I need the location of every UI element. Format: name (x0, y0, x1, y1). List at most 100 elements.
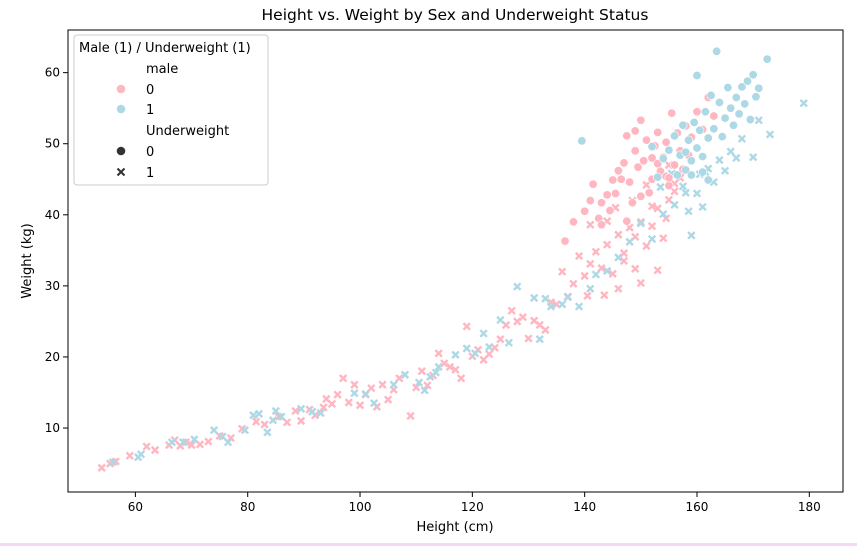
data-point-x (209, 426, 219, 435)
data-point-circle (636, 191, 646, 201)
data-point-circle (636, 115, 646, 125)
legend-marker-circle (116, 146, 126, 156)
data-point-x (414, 378, 424, 387)
data-point-x (687, 231, 696, 240)
data-point-x (614, 230, 623, 239)
data-point-circle (633, 162, 643, 172)
y-tick-label: 60 (45, 66, 60, 80)
data-point-x (647, 234, 657, 244)
data-point-x (647, 222, 657, 231)
data-point-circle (720, 113, 730, 123)
data-point-x (726, 147, 735, 156)
data-point-x (608, 269, 617, 278)
data-point-circle (630, 146, 640, 156)
legend-marker-female (116, 84, 126, 94)
data-point-x (670, 187, 679, 196)
data-point-circle (748, 70, 758, 80)
data-point-x (277, 412, 286, 421)
data-point-circle (577, 136, 587, 146)
data-point-x (471, 349, 480, 358)
y-tick-label: 30 (45, 279, 60, 293)
data-point-circle (684, 135, 694, 145)
data-point-circle (670, 160, 680, 170)
data-point-x (456, 374, 466, 383)
data-point-x (496, 335, 505, 344)
data-point-x (350, 380, 359, 389)
data-point-x (692, 189, 702, 198)
data-point-x (732, 153, 741, 163)
data-point-x (541, 325, 550, 335)
data-point-x (636, 219, 645, 228)
data-point-circle (689, 117, 699, 127)
data-point-circle (664, 145, 674, 155)
data-point-x (558, 300, 567, 309)
data-point-x (546, 302, 556, 311)
data-point-circle (678, 120, 688, 130)
data-point-circle (667, 108, 677, 118)
data-point-circle (726, 103, 736, 113)
data-point-x (150, 445, 160, 455)
legend-title: Male (1) / Underweight (1) (79, 41, 251, 56)
data-point-x (350, 389, 359, 398)
data-point-x (754, 116, 763, 125)
data-point-circle (703, 133, 713, 143)
data-point-x (291, 406, 300, 416)
data-point-x (395, 374, 404, 383)
data-point-x (642, 180, 651, 190)
data-point-x (406, 411, 415, 421)
data-point-circle (709, 111, 719, 121)
data-point-x (586, 259, 595, 268)
data-point-x (653, 204, 662, 213)
data-point-x (563, 293, 572, 302)
data-point-x (251, 417, 261, 426)
data-point-x (535, 335, 544, 344)
data-point-x (591, 247, 601, 256)
chart-title: Height vs. Weight by Sex and Underweight… (262, 6, 649, 24)
data-point-circle (622, 216, 632, 226)
data-point-circle (695, 125, 705, 135)
data-point-x (378, 380, 387, 389)
data-point-x (187, 440, 196, 450)
data-point-x (479, 329, 488, 338)
data-point-circle (717, 132, 727, 142)
data-point-x (344, 398, 353, 407)
x-axis-ticks: 60 80 100 120 140 160 180 (128, 492, 821, 514)
data-point-circle (639, 156, 649, 166)
data-point-x (383, 395, 393, 404)
data-point-x (316, 408, 325, 418)
data-point-x (642, 241, 651, 251)
points-layer (97, 46, 808, 472)
data-point-x (737, 134, 747, 143)
data-point-x (614, 284, 623, 293)
data-point-x (400, 370, 410, 379)
data-point-circle (664, 181, 674, 191)
data-point-circle (602, 190, 612, 200)
data-point-x (636, 278, 645, 288)
data-point-circle (661, 137, 671, 147)
data-point-circle (664, 173, 674, 183)
data-point-x (715, 155, 724, 165)
data-point-circle (641, 135, 651, 145)
legend-hue-0: 0 (146, 83, 154, 98)
data-point-x (558, 267, 567, 276)
data-point-x (799, 99, 808, 108)
data-point-x (423, 381, 432, 390)
data-point-x (108, 457, 118, 467)
data-point-x (681, 188, 690, 197)
data-point-circle (672, 170, 682, 180)
data-point-circle (743, 76, 753, 86)
data-point-circle (692, 70, 702, 80)
data-point-circle (728, 120, 738, 130)
x-tick-label: 120 (461, 500, 484, 514)
data-point-x (451, 365, 460, 374)
x-tick-label: 80 (240, 500, 255, 514)
data-point-x (327, 399, 337, 409)
data-point-x (445, 362, 455, 372)
data-point-x (574, 251, 584, 261)
data-point-circle (588, 179, 598, 189)
data-point-circle (762, 54, 772, 64)
data-point-x (541, 294, 550, 303)
y-tick-label: 10 (45, 421, 60, 435)
data-point-x (339, 374, 348, 383)
data-point-circle (740, 99, 750, 109)
